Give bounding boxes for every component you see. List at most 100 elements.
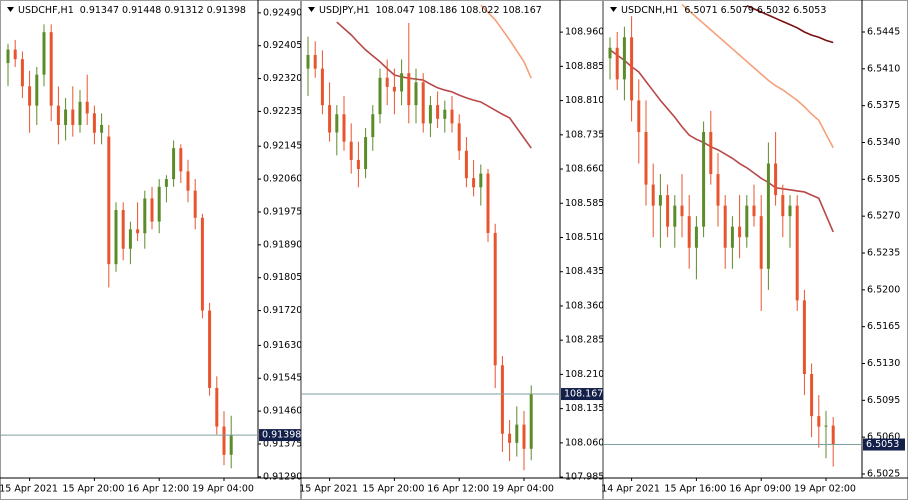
x-tick-label: 19 Apr 02:00	[794, 484, 856, 495]
candle-body	[193, 190, 197, 218]
candle-body	[508, 433, 512, 443]
candle-body	[71, 109, 75, 125]
candle-body	[436, 105, 440, 119]
candle-body	[6, 49, 10, 64]
x-tick-label: 16 Apr 09:00	[729, 484, 791, 495]
x-tick-label: 15 Apr 20:00	[362, 484, 424, 495]
x-tick-label: 19 Apr 04:00	[492, 484, 554, 495]
candle-body	[766, 163, 770, 269]
candle-body	[186, 171, 190, 191]
candle-body	[421, 82, 425, 124]
price-label-box	[259, 429, 301, 442]
y-tick-label: 108.960	[565, 27, 604, 38]
y-tick-label: 0.92235	[263, 106, 302, 117]
x-tick-label: 14 Apr 2021	[601, 484, 660, 495]
candle-body	[378, 77, 382, 115]
candle-body	[56, 105, 60, 125]
candle-body	[622, 37, 626, 80]
moving-average	[480, 4, 532, 79]
y-tick-label: 0.91805	[263, 272, 302, 283]
candle-body	[687, 216, 691, 248]
candle-body	[215, 387, 219, 427]
candle-body	[486, 173, 490, 233]
y-tick-label: 6.5235	[867, 247, 900, 258]
candle-body	[78, 101, 82, 125]
header-value: 6.5079	[721, 5, 754, 16]
candle-body	[680, 205, 684, 217]
header-value: 108.186	[418, 5, 457, 16]
candle-body	[356, 159, 360, 170]
y-tick-label: 0.91375	[263, 438, 302, 449]
y-tick-label: 0.91890	[263, 239, 302, 250]
candle-body	[673, 205, 677, 227]
x-tick-label: 15 Apr 2021	[0, 484, 58, 495]
candle-body	[831, 425, 835, 445]
candle-body	[479, 173, 483, 188]
candle-body	[802, 300, 806, 375]
header-value: USDJPY,H1	[319, 5, 370, 16]
chart-header: USDJPY,H1 108.047 108.186 108.022 108.167	[319, 5, 542, 16]
candle-body	[810, 374, 814, 417]
moving-average	[746, 4, 834, 44]
candle-body	[172, 148, 176, 180]
candle-body	[702, 131, 706, 227]
y-tick-label: 6.5130	[867, 358, 900, 369]
y-tick-label: 108.660	[565, 164, 604, 175]
header-value: 6.5071	[684, 5, 717, 16]
candle-body	[28, 86, 32, 106]
menu-arrow	[7, 7, 14, 12]
candle-body	[637, 100, 641, 132]
x-tick-label: 16 Apr 12:00	[427, 484, 489, 495]
y-tick-label: 0.92405	[263, 40, 302, 51]
candle-body	[752, 205, 756, 217]
y-tick-label: 108.360	[565, 300, 604, 311]
candle-body	[157, 186, 161, 222]
candle-body	[529, 394, 533, 449]
candle-body	[313, 54, 317, 69]
y-tick-label: 0.92145	[263, 141, 302, 152]
header-value: 0.91448	[122, 5, 161, 16]
price-label: 0.91398	[262, 430, 301, 441]
candle-body	[644, 131, 648, 185]
candle-body	[143, 198, 147, 234]
candle-body	[450, 109, 454, 124]
candle-body	[229, 435, 233, 455]
menu-arrow	[308, 7, 315, 12]
y-tick-label: 6.5445	[867, 26, 900, 37]
x-tick-label: 15 Apr 20:00	[62, 484, 124, 495]
candle-body	[136, 229, 140, 234]
y-tick-label: 6.5025	[867, 469, 900, 480]
y-tick-label: 108.135	[565, 403, 604, 414]
moving-average	[609, 49, 834, 233]
candle-body	[335, 114, 339, 133]
price-label: 6.5053	[866, 439, 899, 450]
candle-body	[493, 232, 497, 366]
candle-body	[222, 426, 226, 455]
header-value: 6.5053	[793, 5, 826, 16]
candle-body	[392, 86, 396, 92]
x-tick-label: 19 Apr 04:00	[192, 484, 254, 495]
y-tick-label: 0.91460	[263, 406, 302, 417]
candle-body	[208, 310, 212, 388]
chart-header: USDCHF,H1 0.91347 0.91448 0.91312 0.91398	[18, 5, 246, 16]
candle-body	[774, 163, 778, 196]
y-tick-label: 6.5375	[867, 100, 900, 111]
candle-body	[716, 174, 720, 206]
menu-arrow	[610, 7, 617, 12]
candle-body	[100, 124, 104, 133]
y-tick-label: 108.210	[565, 369, 604, 380]
candle-body	[464, 150, 468, 179]
candle-body	[709, 131, 713, 175]
candle-body	[457, 123, 461, 151]
header-value: 108.022	[460, 5, 499, 16]
y-tick-label: 108.885	[565, 61, 604, 72]
candle-body	[150, 198, 154, 222]
candle-body	[320, 68, 324, 106]
candle-body	[371, 114, 375, 138]
candle-body	[128, 229, 132, 249]
candle-body	[85, 101, 89, 114]
x-tick-label: 16 Apr 12:00	[127, 484, 189, 495]
header-value: 108.167	[503, 5, 542, 16]
header-value: USDCNH,H1	[621, 5, 678, 16]
